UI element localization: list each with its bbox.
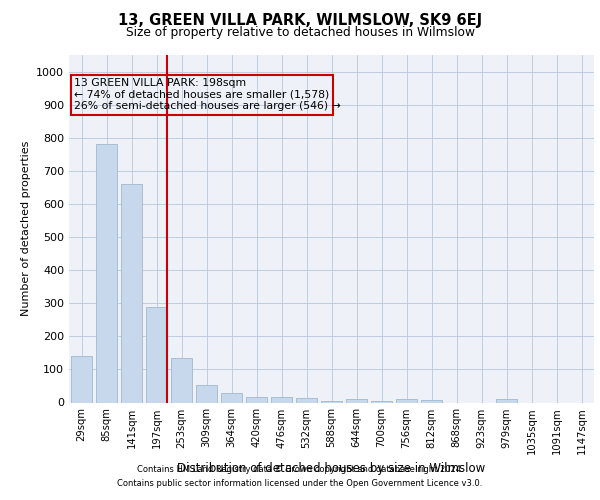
- Bar: [271, 396, 292, 402]
- Bar: [171, 358, 192, 403]
- X-axis label: Distribution of detached houses by size in Wilmslow: Distribution of detached houses by size …: [178, 462, 485, 475]
- Bar: [96, 144, 117, 402]
- Text: 13 GREEN VILLA PARK: 198sqm: 13 GREEN VILLA PARK: 198sqm: [74, 78, 247, 88]
- Bar: [246, 396, 267, 402]
- Text: Contains public sector information licensed under the Open Government Licence v3: Contains public sector information licen…: [118, 479, 482, 488]
- Text: 13, GREEN VILLA PARK, WILMSLOW, SK9 6EJ: 13, GREEN VILLA PARK, WILMSLOW, SK9 6EJ: [118, 12, 482, 28]
- Y-axis label: Number of detached properties: Number of detached properties: [20, 141, 31, 316]
- Bar: [371, 401, 392, 402]
- Bar: [146, 306, 167, 402]
- Bar: [71, 75, 333, 114]
- Bar: [496, 399, 517, 402]
- Bar: [396, 399, 417, 402]
- Text: Size of property relative to detached houses in Wilmslow: Size of property relative to detached ho…: [125, 26, 475, 39]
- Bar: [296, 398, 317, 402]
- Bar: [421, 400, 442, 402]
- Bar: [346, 399, 367, 402]
- Bar: [71, 356, 92, 403]
- Bar: [196, 386, 217, 402]
- Text: ← 74% of detached houses are smaller (1,578): ← 74% of detached houses are smaller (1,…: [74, 90, 330, 100]
- Bar: [321, 401, 342, 402]
- Bar: [121, 184, 142, 402]
- Text: 26% of semi-detached houses are larger (546) →: 26% of semi-detached houses are larger (…: [74, 102, 341, 112]
- Text: Contains HM Land Registry data © Crown copyright and database right 2024.: Contains HM Land Registry data © Crown c…: [137, 466, 463, 474]
- Bar: [221, 393, 242, 402]
